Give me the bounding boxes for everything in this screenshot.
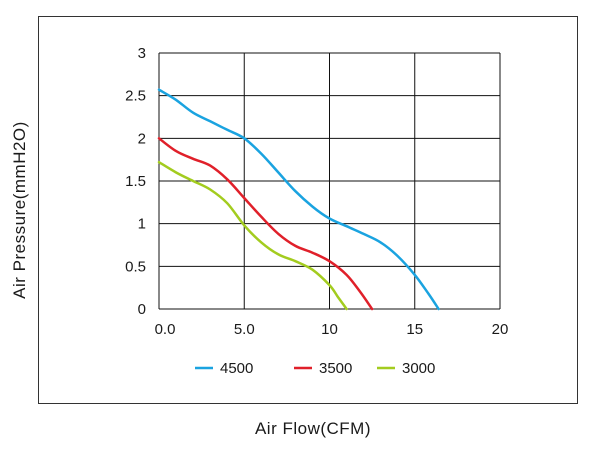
y-tick-label: 2.5 — [125, 88, 146, 105]
y-tick-label: 2 — [138, 130, 146, 147]
legend-label-3500: 3500 — [319, 360, 352, 377]
x-tick-label: 15 — [406, 321, 423, 338]
y-tick-label: 1.5 — [125, 173, 146, 190]
legend: 4500 3500 3000 — [195, 360, 435, 377]
x-tick-label: 20 — [492, 321, 509, 338]
tick-labels: 0 0.5 1 1.5 2 2.5 3 0.0 5.0 10 15 20 — [125, 45, 508, 338]
y-axis-title: Air Pressure(mmH2O) — [10, 121, 29, 299]
x-tick-label: 5.0 — [234, 321, 255, 338]
series-line-4500 — [157, 88, 440, 311]
x-tick-label: 10 — [321, 321, 338, 338]
series-line-3500 — [157, 137, 374, 311]
y-tick-label: 0 — [138, 301, 146, 318]
series-lines — [157, 88, 440, 311]
x-axis-title: Air Flow(CFM) — [255, 419, 371, 438]
legend-label-4500: 4500 — [220, 360, 253, 377]
series-line-3000 — [157, 160, 348, 311]
x-tick-label: 0.0 — [155, 321, 176, 338]
chart-frame — [38, 16, 578, 404]
y-tick-label: 1 — [138, 216, 146, 233]
legend-label-3000: 3000 — [402, 360, 435, 377]
y-tick-label: 3 — [138, 45, 146, 62]
y-tick-label: 0.5 — [125, 258, 146, 275]
grid — [158, 52, 501, 310]
